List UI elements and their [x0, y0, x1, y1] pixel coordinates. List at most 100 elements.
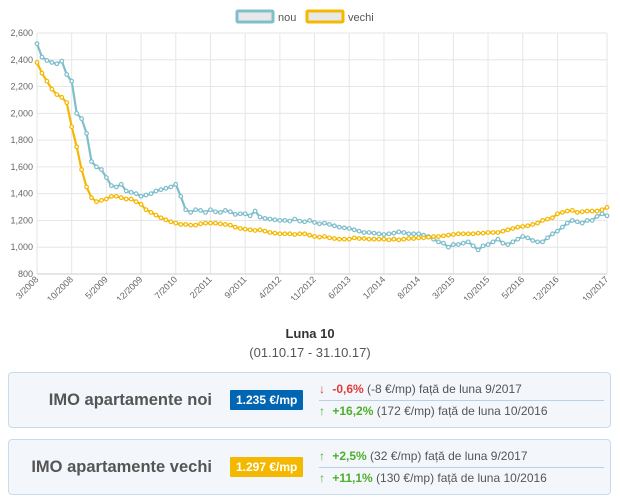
- data-point-nou: [178, 193, 184, 199]
- data-point-nou: [34, 41, 40, 47]
- data-point-nou: [217, 210, 223, 215]
- data-point-nou: [371, 230, 377, 236]
- data-point-vechi: [594, 208, 600, 214]
- data-point-vechi: [411, 236, 417, 241]
- x-tick-label: 2/2011: [188, 274, 214, 300]
- data-point-vechi: [282, 231, 288, 237]
- data-point-nou: [579, 220, 585, 226]
- data-point-vechi: [113, 193, 119, 199]
- data-point-vechi: [153, 212, 159, 218]
- data-point-nou: [89, 159, 94, 164]
- card-title: IMO apartamente noi: [48, 391, 212, 409]
- data-point-vechi: [173, 220, 179, 226]
- data-point-nou: [143, 192, 149, 198]
- change-text: (32 €/mp) față de luna 9/2017: [370, 449, 528, 463]
- data-point-nou: [366, 230, 372, 235]
- data-point-vechi: [336, 236, 342, 242]
- data-point-nou: [515, 236, 521, 242]
- data-point-vechi: [123, 196, 129, 202]
- data-point-vechi: [99, 197, 104, 203]
- data-point-nou: [277, 218, 283, 223]
- data-point-vechi: [450, 232, 456, 237]
- data-point-vechi: [361, 236, 367, 241]
- data-point-nou: [545, 235, 550, 241]
- data-point-nou: [322, 220, 327, 226]
- data-point-nou: [555, 228, 560, 234]
- data-point-vechi: [242, 226, 248, 232]
- data-point-vechi: [376, 236, 382, 242]
- data-point-nou: [227, 209, 233, 215]
- data-point-vechi: [500, 228, 506, 234]
- change-text: (-8 €/mp) față de luna 9/2017: [367, 382, 522, 396]
- x-tick-label: 9/2011: [223, 274, 249, 300]
- data-point-vechi: [406, 236, 412, 241]
- data-point-nou: [232, 212, 238, 217]
- arrow-up-icon: ↑: [319, 404, 325, 418]
- data-point-vechi: [584, 208, 590, 214]
- data-point-vechi: [475, 230, 481, 236]
- data-point-vechi: [485, 230, 491, 235]
- data-point-vechi: [564, 208, 570, 214]
- data-point-vechi: [421, 235, 427, 241]
- legend-swatch-vechi: [305, 9, 345, 24]
- data-point-vechi: [188, 222, 194, 228]
- data-point-vechi: [460, 231, 466, 237]
- data-point-vechi: [307, 232, 313, 238]
- arrow-down-icon: ↓: [319, 382, 325, 396]
- data-point-nou: [490, 239, 496, 245]
- data-point-vechi: [465, 231, 471, 237]
- x-tick-label: 10/2015: [461, 274, 491, 300]
- y-tick-label: 1,000: [10, 242, 33, 252]
- y-tick-label: 1,400: [10, 189, 33, 199]
- data-point-vechi: [525, 223, 531, 229]
- divider: [319, 467, 604, 468]
- data-point-vechi: [39, 70, 45, 76]
- data-point-nou: [54, 61, 60, 67]
- data-point-nou: [158, 187, 164, 193]
- data-point-nou: [292, 216, 298, 222]
- data-point-nou: [163, 185, 169, 191]
- x-tick-label: 3/2015: [430, 274, 457, 300]
- data-point-nou: [411, 231, 417, 237]
- data-point-nou: [49, 60, 55, 65]
- y-tick-label: 1,800: [10, 135, 33, 145]
- data-point-vechi: [341, 236, 347, 242]
- data-point-vechi: [346, 236, 352, 242]
- data-point-vechi: [198, 221, 203, 227]
- data-point-vechi: [555, 211, 560, 217]
- data-point-vechi: [327, 235, 332, 241]
- data-point-nou: [465, 239, 471, 245]
- period-title: Luna 10: [285, 326, 335, 341]
- legend-swatch-nou: [235, 9, 275, 24]
- data-point-vechi: [579, 209, 585, 215]
- data-point-nou: [247, 213, 253, 219]
- data-point-nou: [460, 240, 466, 246]
- data-point-nou: [123, 188, 129, 194]
- data-point-nou: [406, 231, 412, 237]
- data-point-vechi: [213, 220, 218, 226]
- data-point-vechi: [416, 235, 422, 241]
- data-point-nou: [341, 225, 347, 231]
- data-point-vechi: [94, 199, 99, 205]
- data-point-vechi: [222, 222, 228, 227]
- y-tick-label: 2,400: [10, 55, 33, 65]
- data-point-vechi: [277, 231, 283, 237]
- data-point-vechi: [371, 236, 377, 242]
- data-point-nou: [183, 207, 189, 213]
- x-tick-label: 1/2014: [361, 274, 388, 300]
- arrow-up-icon: ↑: [319, 449, 325, 463]
- data-point-vechi: [515, 224, 521, 230]
- x-tick-label: 12/2009: [114, 274, 144, 300]
- data-point-vechi: [138, 201, 144, 207]
- data-point-nou: [391, 230, 397, 236]
- data-point-nou: [336, 224, 342, 230]
- data-point-vechi: [34, 60, 40, 65]
- data-point-vechi: [331, 236, 337, 241]
- data-point-nou: [267, 216, 273, 222]
- data-point-vechi: [158, 215, 164, 221]
- data-point-nou: [252, 208, 258, 214]
- data-point-vechi: [574, 210, 580, 215]
- data-point-vechi: [297, 231, 303, 237]
- data-point-nou: [262, 216, 268, 221]
- data-point-vechi: [381, 236, 387, 242]
